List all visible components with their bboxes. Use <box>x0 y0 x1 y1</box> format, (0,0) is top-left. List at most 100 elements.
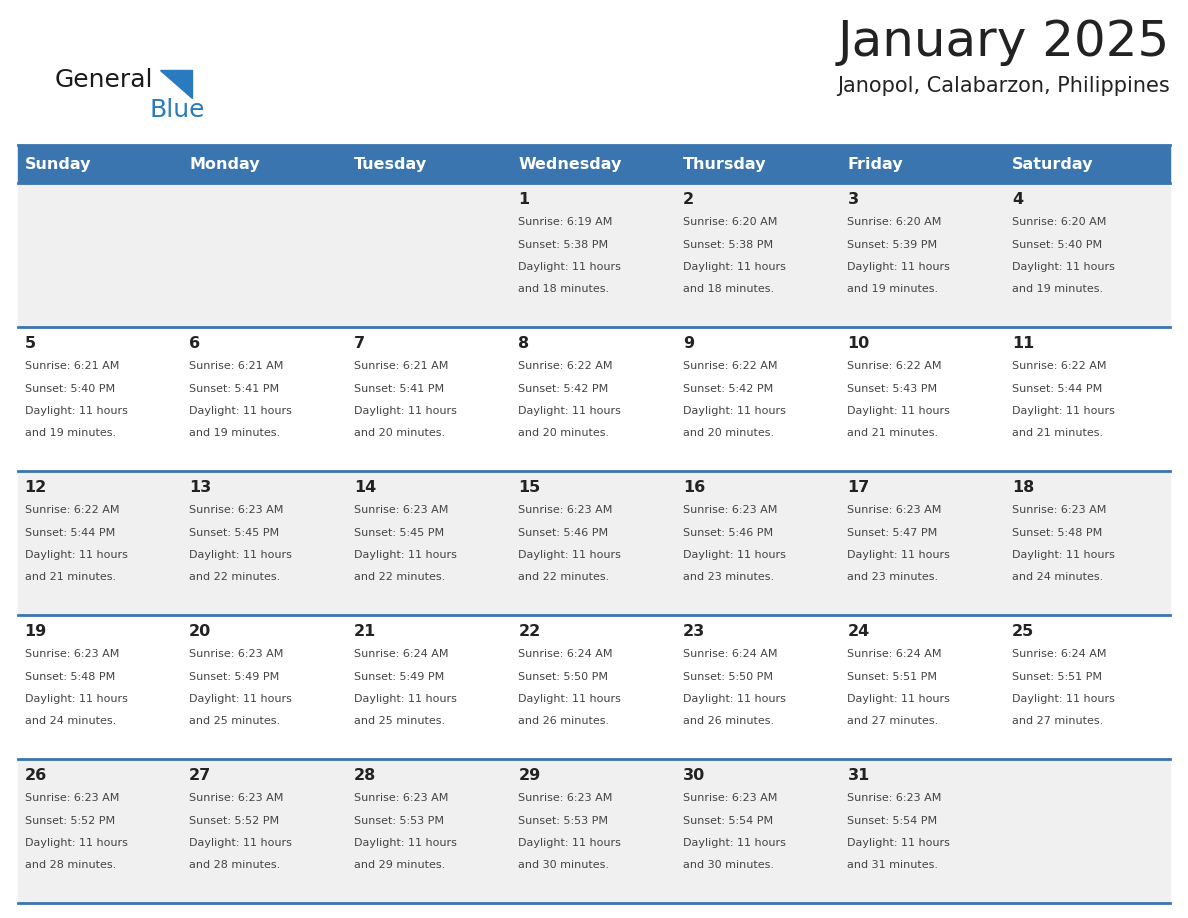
Text: Sunset: 5:45 PM: Sunset: 5:45 PM <box>189 528 279 538</box>
Text: 28: 28 <box>354 767 375 783</box>
Bar <box>18 145 1170 183</box>
Text: 29: 29 <box>518 767 541 783</box>
Text: Sunset: 5:47 PM: Sunset: 5:47 PM <box>847 528 937 538</box>
Text: 20: 20 <box>189 623 211 639</box>
Text: Sunrise: 6:24 AM: Sunrise: 6:24 AM <box>683 649 777 659</box>
Text: and 19 minutes.: and 19 minutes. <box>189 429 280 438</box>
Text: Sunset: 5:40 PM: Sunset: 5:40 PM <box>25 384 115 394</box>
Text: and 24 minutes.: and 24 minutes. <box>1012 572 1104 582</box>
Text: Friday: Friday <box>847 156 903 172</box>
Text: and 22 minutes.: and 22 minutes. <box>354 572 446 582</box>
Text: Wednesday: Wednesday <box>518 156 621 172</box>
Text: Daylight: 11 hours: Daylight: 11 hours <box>518 262 621 272</box>
Text: Sunset: 5:53 PM: Sunset: 5:53 PM <box>518 815 608 825</box>
Text: General: General <box>55 68 153 92</box>
Text: Sunset: 5:53 PM: Sunset: 5:53 PM <box>354 815 444 825</box>
Text: Sunset: 5:43 PM: Sunset: 5:43 PM <box>847 384 937 394</box>
Text: Sunset: 5:48 PM: Sunset: 5:48 PM <box>25 672 115 682</box>
Text: Sunrise: 6:22 AM: Sunrise: 6:22 AM <box>1012 362 1106 371</box>
Text: Saturday: Saturday <box>1012 156 1093 172</box>
Text: Sunrise: 6:20 AM: Sunrise: 6:20 AM <box>847 218 942 228</box>
Text: Daylight: 11 hours: Daylight: 11 hours <box>518 838 621 848</box>
Text: and 24 minutes.: and 24 minutes. <box>25 716 116 726</box>
Text: Sunrise: 6:24 AM: Sunrise: 6:24 AM <box>354 649 448 659</box>
Text: and 25 minutes.: and 25 minutes. <box>354 716 444 726</box>
Text: Sunset: 5:46 PM: Sunset: 5:46 PM <box>518 528 608 538</box>
Text: 1: 1 <box>518 192 530 207</box>
Text: Daylight: 11 hours: Daylight: 11 hours <box>683 262 785 272</box>
Text: Daylight: 11 hours: Daylight: 11 hours <box>354 550 456 560</box>
Text: Sunrise: 6:23 AM: Sunrise: 6:23 AM <box>1012 505 1106 515</box>
Text: Daylight: 11 hours: Daylight: 11 hours <box>189 550 292 560</box>
Text: and 21 minutes.: and 21 minutes. <box>1012 429 1104 438</box>
Text: 5: 5 <box>25 336 36 351</box>
Text: and 22 minutes.: and 22 minutes. <box>189 572 280 582</box>
Text: and 23 minutes.: and 23 minutes. <box>683 572 775 582</box>
Text: and 19 minutes.: and 19 minutes. <box>25 429 115 438</box>
Text: Daylight: 11 hours: Daylight: 11 hours <box>683 550 785 560</box>
Text: Daylight: 11 hours: Daylight: 11 hours <box>847 406 950 416</box>
Text: Sunrise: 6:21 AM: Sunrise: 6:21 AM <box>189 362 284 371</box>
Text: Sunset: 5:42 PM: Sunset: 5:42 PM <box>518 384 608 394</box>
Text: Sunset: 5:41 PM: Sunset: 5:41 PM <box>354 384 444 394</box>
Text: and 29 minutes.: and 29 minutes. <box>354 860 446 870</box>
Text: Daylight: 11 hours: Daylight: 11 hours <box>25 838 127 848</box>
Text: Sunset: 5:41 PM: Sunset: 5:41 PM <box>189 384 279 394</box>
Text: and 27 minutes.: and 27 minutes. <box>1012 716 1104 726</box>
Text: and 20 minutes.: and 20 minutes. <box>518 429 609 438</box>
Text: Monday: Monday <box>189 156 260 172</box>
Text: and 30 minutes.: and 30 minutes. <box>683 860 773 870</box>
Text: and 18 minutes.: and 18 minutes. <box>518 285 609 295</box>
Text: and 26 minutes.: and 26 minutes. <box>683 716 775 726</box>
Text: Sunset: 5:54 PM: Sunset: 5:54 PM <box>847 815 937 825</box>
Text: 4: 4 <box>1012 192 1023 207</box>
Text: Sunrise: 6:19 AM: Sunrise: 6:19 AM <box>518 218 613 228</box>
Text: Daylight: 11 hours: Daylight: 11 hours <box>518 406 621 416</box>
Text: Sunset: 5:45 PM: Sunset: 5:45 PM <box>354 528 444 538</box>
Text: Sunset: 5:39 PM: Sunset: 5:39 PM <box>847 240 937 250</box>
Text: and 27 minutes.: and 27 minutes. <box>847 716 939 726</box>
Text: Sunrise: 6:22 AM: Sunrise: 6:22 AM <box>518 362 613 371</box>
Text: 13: 13 <box>189 479 211 495</box>
Text: Sunrise: 6:20 AM: Sunrise: 6:20 AM <box>1012 218 1106 228</box>
Text: Sunday: Sunday <box>25 156 91 172</box>
Text: 7: 7 <box>354 336 365 351</box>
Text: Sunset: 5:44 PM: Sunset: 5:44 PM <box>1012 384 1102 394</box>
Text: Sunset: 5:40 PM: Sunset: 5:40 PM <box>1012 240 1102 250</box>
Text: Sunset: 5:44 PM: Sunset: 5:44 PM <box>25 528 115 538</box>
Text: Sunrise: 6:20 AM: Sunrise: 6:20 AM <box>683 218 777 228</box>
Text: Sunrise: 6:23 AM: Sunrise: 6:23 AM <box>518 793 613 803</box>
Bar <box>18 327 1170 471</box>
Text: 6: 6 <box>189 336 201 351</box>
Text: and 20 minutes.: and 20 minutes. <box>354 429 444 438</box>
Text: 16: 16 <box>683 479 706 495</box>
Text: Sunset: 5:52 PM: Sunset: 5:52 PM <box>189 815 279 825</box>
Text: 14: 14 <box>354 479 375 495</box>
Text: 23: 23 <box>683 623 706 639</box>
Bar <box>18 615 1170 759</box>
Text: Daylight: 11 hours: Daylight: 11 hours <box>1012 694 1114 704</box>
Text: and 22 minutes.: and 22 minutes. <box>518 572 609 582</box>
Text: Sunset: 5:50 PM: Sunset: 5:50 PM <box>518 672 608 682</box>
Text: Sunset: 5:42 PM: Sunset: 5:42 PM <box>683 384 773 394</box>
Text: Sunrise: 6:23 AM: Sunrise: 6:23 AM <box>189 793 284 803</box>
Text: January 2025: January 2025 <box>838 18 1170 66</box>
Text: Daylight: 11 hours: Daylight: 11 hours <box>683 694 785 704</box>
Text: Daylight: 11 hours: Daylight: 11 hours <box>189 694 292 704</box>
Text: 22: 22 <box>518 623 541 639</box>
Text: Sunrise: 6:21 AM: Sunrise: 6:21 AM <box>354 362 448 371</box>
Text: Sunrise: 6:23 AM: Sunrise: 6:23 AM <box>189 649 284 659</box>
Text: 24: 24 <box>847 623 870 639</box>
Text: and 21 minutes.: and 21 minutes. <box>847 429 939 438</box>
Text: and 21 minutes.: and 21 minutes. <box>25 572 115 582</box>
Text: Daylight: 11 hours: Daylight: 11 hours <box>683 838 785 848</box>
Text: 12: 12 <box>25 479 46 495</box>
Text: 8: 8 <box>518 336 530 351</box>
Text: Daylight: 11 hours: Daylight: 11 hours <box>354 694 456 704</box>
Text: 11: 11 <box>1012 336 1035 351</box>
Text: Janopol, Calabarzon, Philippines: Janopol, Calabarzon, Philippines <box>838 76 1170 96</box>
Text: and 19 minutes.: and 19 minutes. <box>1012 285 1104 295</box>
Text: Daylight: 11 hours: Daylight: 11 hours <box>189 838 292 848</box>
Text: Sunrise: 6:23 AM: Sunrise: 6:23 AM <box>683 505 777 515</box>
Text: 27: 27 <box>189 767 211 783</box>
